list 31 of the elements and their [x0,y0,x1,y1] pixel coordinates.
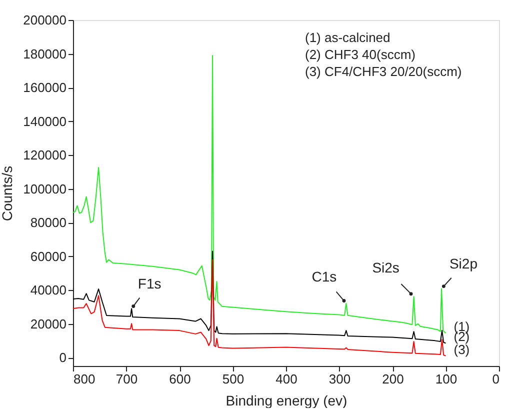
y-tick-label: 0 [59,350,66,366]
annotation: F1s [138,276,162,292]
y-tick-label: 120000 [23,148,66,163]
y-tick-label: 180000 [23,46,66,62]
x-tick-label: 500 [222,372,244,386]
x-tick-label: 200 [382,372,404,386]
y-tick-label: 40000 [30,282,66,298]
series-label: (1) [454,319,470,334]
x-tick-label: 400 [276,372,298,386]
x-tick-label: 100 [435,372,458,386]
annotation: (3) CF4/CHF3 20/20(sccm) [305,64,462,79]
annotation: Si2p [449,256,478,272]
y-tick-label: 200000 [23,12,66,28]
annotation: (2) CHF3 40(sccm) [305,47,416,62]
x-tick-label: 0 [492,372,500,386]
y-tick-label: 160000 [23,80,66,96]
x-tick-label: 800 [74,372,96,386]
y-tick-label: 80000 [30,215,66,230]
annotation: C1s [312,268,337,284]
y-axis-title: Counts/s [0,166,16,222]
annotation: Si2s [372,260,400,276]
x-tick-label: 300 [328,372,351,386]
annotation: (1) as-calcined [305,30,390,45]
line-series [72,259,446,356]
y-tick-label: 140000 [23,114,66,129]
y-tick-label: 60000 [30,248,66,264]
x-tick-label: 600 [169,372,191,386]
y-tick-label: 100000 [23,181,66,196]
x-tick-label: 700 [116,372,138,386]
line-series [72,250,446,344]
y-tick-label: 20000 [30,316,66,332]
